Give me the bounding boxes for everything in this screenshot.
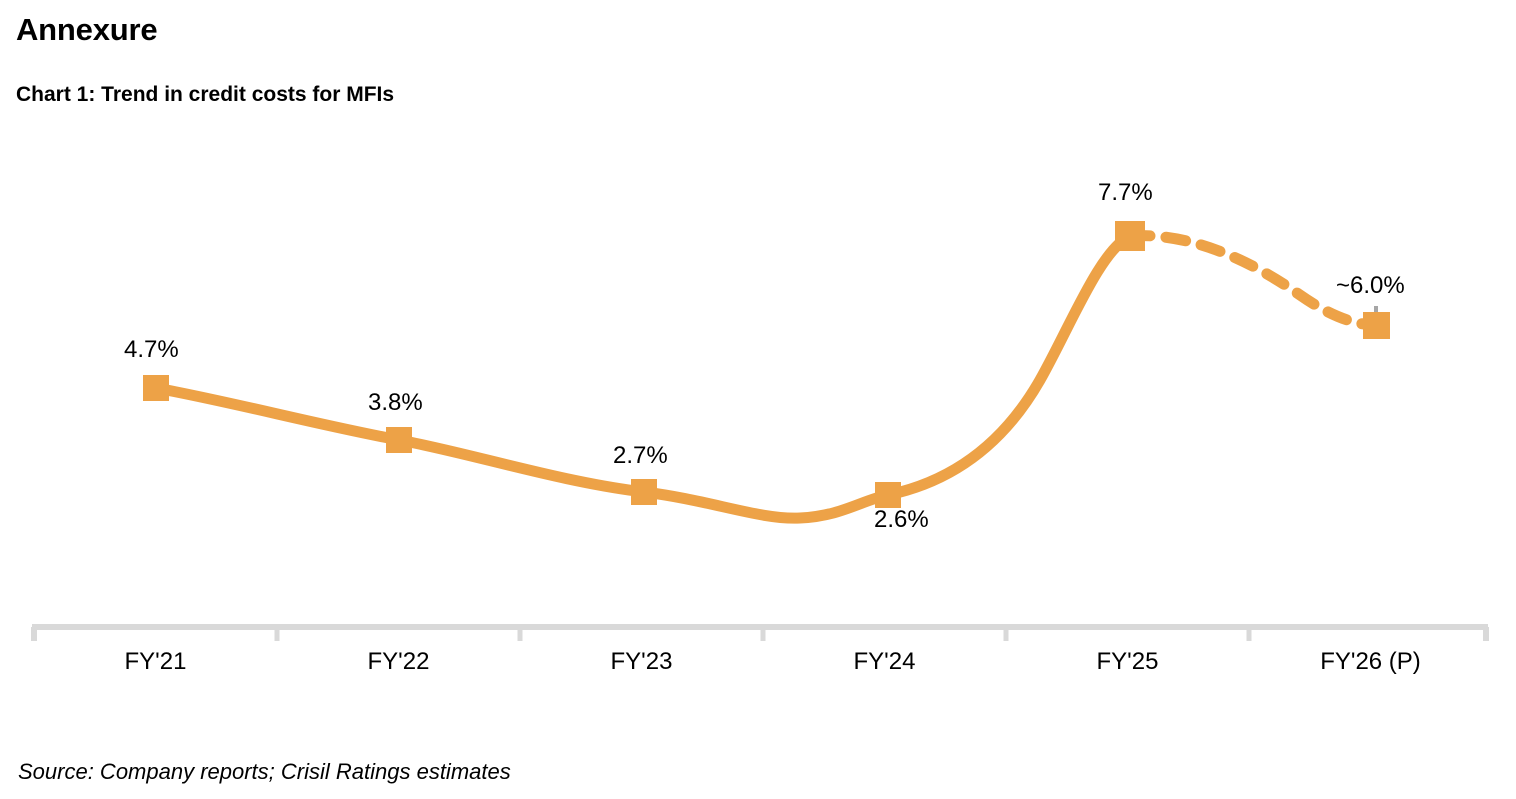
source-note: Source: Company reports; Crisil Ratings … (18, 759, 511, 784)
axis-label-fy22: FY'22 (367, 648, 430, 675)
data-point-marker (875, 482, 901, 508)
axis-label-fy26: FY'26 (P) (1320, 648, 1421, 675)
data-point-marker (143, 375, 169, 401)
axis-label-fy25: FY'25 (1096, 648, 1159, 675)
data-point-marker (1363, 312, 1390, 339)
series-line-projected (1124, 230, 1382, 331)
data-label-fy26: ~6.0% (1336, 272, 1405, 299)
data-label-fy24: 2.6% (874, 506, 929, 533)
axis-label-fy24: FY'24 (853, 648, 916, 675)
data-point-marker (386, 427, 412, 453)
data-label-fy21: 4.7% (124, 336, 179, 363)
chart-title: Chart 1: Trend in credit costs for MFIs (16, 83, 395, 106)
line-chart-graphic (31, 221, 1489, 641)
data-point-marker (631, 479, 657, 505)
data-label-fy22: 3.8% (368, 389, 423, 416)
series-line-actual (150, 230, 1136, 524)
data-label-fy23: 2.7% (613, 442, 668, 469)
axis-label-fy23: FY'23 (610, 648, 673, 675)
page-title: Annexure (16, 12, 158, 47)
category-axis (31, 624, 1489, 641)
data-point-marker (1115, 221, 1145, 251)
data-label-fy25: 7.7% (1098, 179, 1153, 206)
chart-plot-area: 4.7% 3.8% 2.7% 2.6% 7.7% ~6.0% FY'21 FY'… (0, 120, 1516, 690)
axis-label-fy21: FY'21 (124, 648, 187, 675)
